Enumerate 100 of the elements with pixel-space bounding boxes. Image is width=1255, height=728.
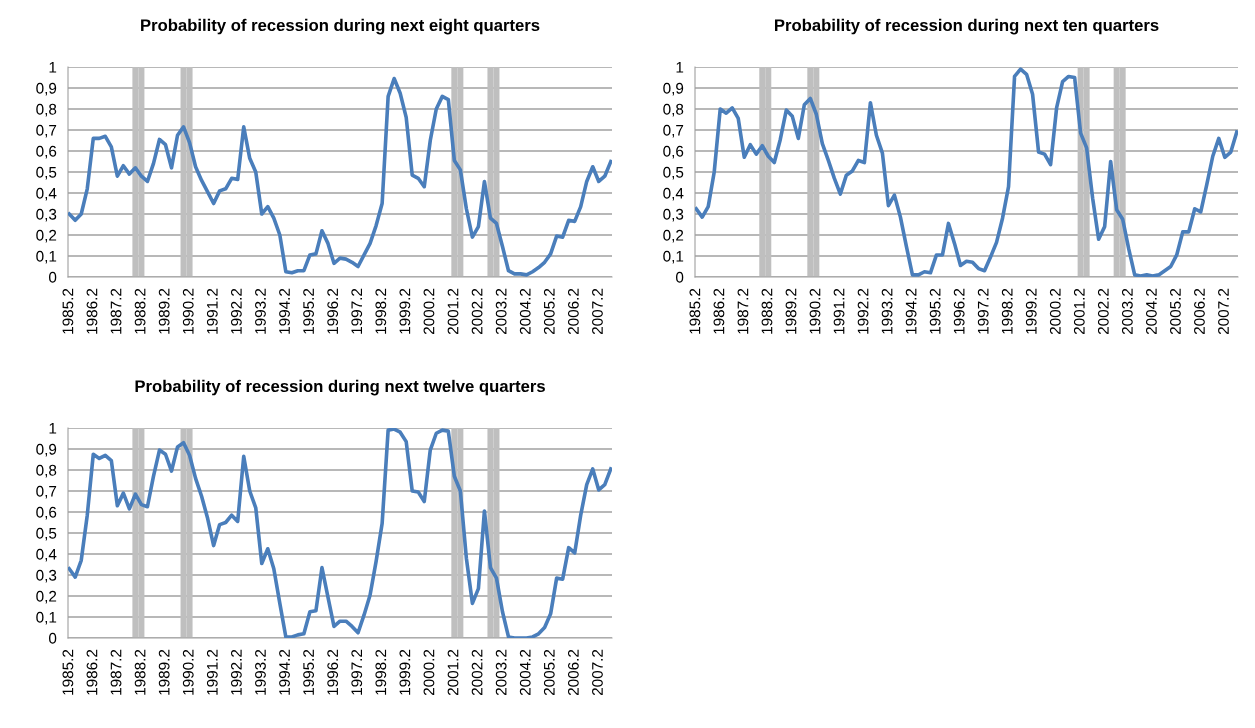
x-tick-label: 1990.2 <box>182 649 194 695</box>
x-tick-label: 1993.2 <box>255 288 266 334</box>
y-tick-label: 0,9 <box>36 82 57 96</box>
x-tick-label: 1990.2 <box>809 288 821 334</box>
x-tick-label: 1994.2 <box>279 288 290 334</box>
x-tick-label: 2002.2 <box>471 649 483 696</box>
x-tick-label: 1987.2 <box>110 288 122 334</box>
y-tick-label: 0,4 <box>36 548 57 562</box>
x-tick-label: 1996.2 <box>327 288 339 334</box>
x-tick-label: 1986.2 <box>86 288 98 334</box>
x-tick-label: 2007.2 <box>592 649 603 696</box>
line-series <box>695 67 1238 277</box>
x-tick-label: 1999.2 <box>399 288 411 334</box>
x-tick-label: 1999.2 <box>399 649 411 695</box>
x-tick-label: 1986.2 <box>86 649 98 695</box>
x-tick-label: 1987.2 <box>737 288 749 334</box>
y-tick-label: 0,5 <box>663 166 684 180</box>
x-tick-label: 2004.2 <box>519 288 531 335</box>
x-tick-label: 1985.2 <box>62 288 74 334</box>
y-tick-label: 0,1 <box>663 250 684 264</box>
x-tick-label: 1997.2 <box>351 649 363 695</box>
x-tick-label: 1994.2 <box>279 649 290 695</box>
line-series <box>68 428 612 638</box>
x-tick-label: 2005.2 <box>543 288 555 335</box>
chart-title: Probability of recession during next ten quarters <box>775 18 1159 35</box>
y-tick-label: 0,4 <box>36 187 57 201</box>
x-tick-label: 2006.2 <box>567 649 579 696</box>
x-tick-label: 1998.2 <box>375 288 387 334</box>
x-tick-label: 1998.2 <box>375 649 387 695</box>
x-tick-label: 1989.2 <box>158 288 170 334</box>
y-tick-label: 0,7 <box>36 124 57 138</box>
x-tick-label: 1985.2 <box>689 288 701 334</box>
x-tick-label: 1989.2 <box>158 649 170 695</box>
y-tick-label: 0,2 <box>663 229 684 243</box>
x-tick-label: 1988.2 <box>134 649 146 695</box>
y-tick-label: 0,5 <box>36 166 57 180</box>
y-tick-label: 0,9 <box>663 82 684 96</box>
x-tick-label: 2003.2 <box>495 288 507 335</box>
x-tick-label: 2000.2 <box>423 649 435 696</box>
y-tick-label: 0,2 <box>36 229 57 243</box>
y-tick-label: 1 <box>49 62 57 73</box>
y-tick-label: 0 <box>48 632 57 644</box>
y-tick-label: 1 <box>676 62 684 73</box>
x-tick-label: 1987.2 <box>110 649 122 695</box>
x-tick-label: 1994.2 <box>905 288 917 334</box>
y-tick-label: 0,8 <box>36 464 57 478</box>
y-tick-label: 0,6 <box>36 506 57 520</box>
y-tick-label: 0,4 <box>663 187 684 201</box>
x-tick-label: 2005.2 <box>1170 288 1181 335</box>
x-tick-label: 1998.2 <box>1001 288 1013 334</box>
y-tick-label: 1 <box>49 423 57 434</box>
x-tick-label: 2004.2 <box>1145 288 1157 335</box>
x-tick-label: 2006.2 <box>567 288 579 335</box>
x-tick-label: 2005.2 <box>543 649 555 696</box>
y-tick-label: 0,5 <box>36 527 57 541</box>
x-tick-label: 2000.2 <box>423 288 435 335</box>
x-tick-label: 1986.2 <box>713 288 725 334</box>
x-tick-label: 2006.2 <box>1194 288 1205 335</box>
y-tick-label: 0,1 <box>36 611 57 625</box>
y-tick-label: 0,3 <box>663 208 684 222</box>
x-tick-label: 2000.2 <box>1049 288 1061 335</box>
chart-title: Probability of recession during next twelve quarters <box>135 379 545 396</box>
x-tick-label: 2003.2 <box>1121 288 1133 335</box>
y-tick-label: 0 <box>675 271 684 283</box>
x-tick-label: 1992.2 <box>230 649 242 695</box>
x-tick-label: 1999.2 <box>1025 288 1037 334</box>
chart-title: Probability of recession during next eight quarters <box>141 18 540 35</box>
x-tick-label: 1988.2 <box>761 288 773 334</box>
y-tick-label: 0,7 <box>36 485 57 499</box>
x-tick-label: 2007.2 <box>592 288 603 335</box>
x-tick-label: 1990.2 <box>182 288 194 334</box>
y-tick-label: 0,8 <box>663 103 684 117</box>
x-tick-label: 1991.2 <box>206 649 218 695</box>
x-tick-label: 1997.2 <box>351 288 363 334</box>
x-tick-label: 1985.2 <box>62 649 74 695</box>
x-tick-label: 1995.2 <box>303 288 315 334</box>
x-tick-label: 1996.2 <box>327 649 339 695</box>
x-tick-label: 1989.2 <box>785 288 797 334</box>
x-tick-label: 2001.2 <box>1073 288 1085 335</box>
y-tick-label: 0,7 <box>663 124 684 138</box>
x-tick-label: 2003.2 <box>495 649 507 696</box>
x-tick-label: 2002.2 <box>1097 288 1109 335</box>
x-tick-label: 1995.2 <box>303 649 315 695</box>
x-tick-label: 2001.2 <box>447 649 459 696</box>
x-tick-label: 1992.2 <box>857 288 869 334</box>
y-tick-label: 0 <box>48 271 57 283</box>
x-tick-label: 1988.2 <box>134 288 146 334</box>
x-tick-label: 1993.2 <box>881 288 893 334</box>
x-tick-label: 1992.2 <box>230 288 242 334</box>
y-tick-label: 0,6 <box>36 145 57 159</box>
x-tick-label: 2004.2 <box>519 649 531 696</box>
y-tick-label: 0,2 <box>36 590 57 604</box>
y-tick-label: 0,9 <box>36 443 57 457</box>
x-tick-label: 2007.2 <box>1218 288 1229 335</box>
y-tick-label: 0,3 <box>36 569 57 583</box>
y-tick-label: 0,6 <box>663 145 684 159</box>
y-tick-label: 0,1 <box>36 250 57 264</box>
x-tick-label: 2002.2 <box>471 288 483 335</box>
x-tick-label: 1996.2 <box>953 288 965 334</box>
x-tick-label: 1995.2 <box>929 288 941 334</box>
